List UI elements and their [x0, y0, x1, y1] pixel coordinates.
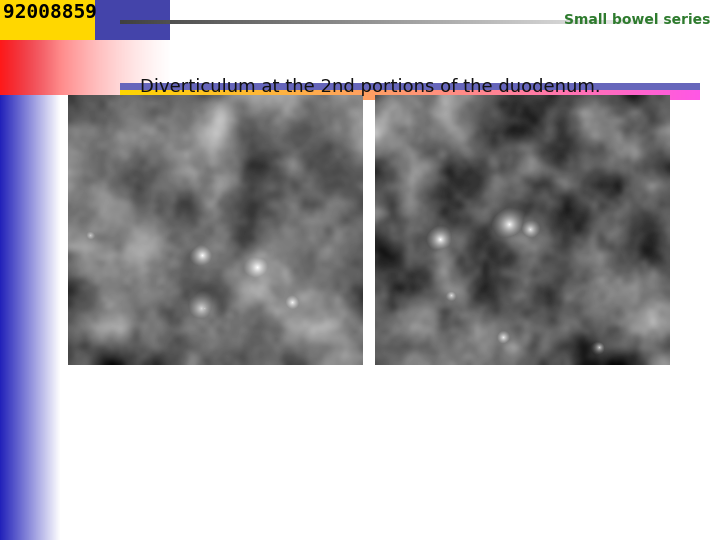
- Bar: [95, 0, 170, 40]
- Text: 92008859: 92008859: [3, 3, 97, 22]
- Text: Small bowel series: Small bowel series: [564, 13, 710, 27]
- Text: Diverticulum at the 2nd portions of the duodenum.: Diverticulum at the 2nd portions of the …: [140, 78, 600, 96]
- Bar: [120, 83, 700, 90]
- Bar: [0, 0, 95, 40]
